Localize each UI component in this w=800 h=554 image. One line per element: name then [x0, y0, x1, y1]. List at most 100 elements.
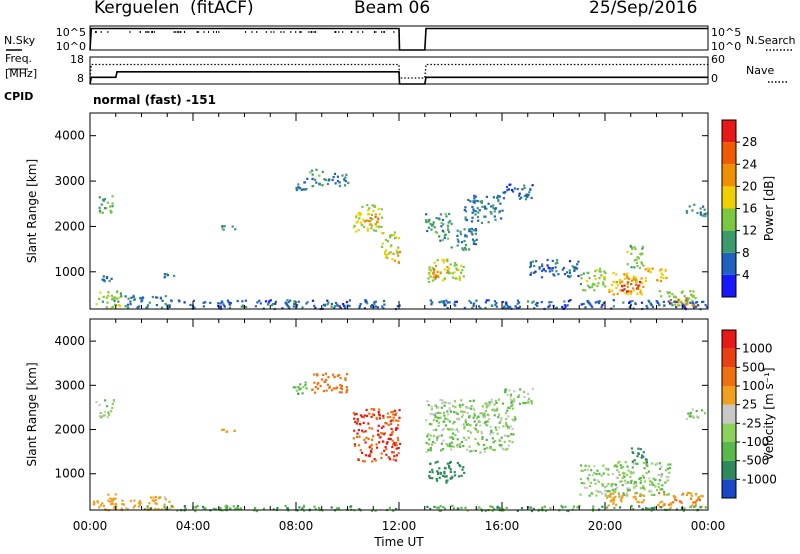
power-cell [684, 295, 686, 297]
velocity-cell [449, 436, 451, 438]
power-cell [459, 231, 461, 233]
velocity-cell [462, 404, 464, 406]
power-cell [627, 286, 629, 288]
power-cell [566, 271, 568, 273]
velocity-cell [660, 466, 662, 468]
velocity-cell [613, 501, 615, 503]
velocity-cell [524, 402, 526, 404]
velocity-cell [637, 455, 639, 457]
velocity-cell [614, 465, 616, 467]
power-cell [373, 229, 375, 231]
power-cell [457, 244, 459, 246]
velocity-cell [641, 454, 643, 456]
power-colorbar-segment [722, 253, 736, 275]
velocity-cell [602, 465, 604, 467]
velocity-cell [361, 452, 363, 454]
velocity-cell [450, 468, 452, 470]
velocity-cell [371, 460, 373, 462]
power-cell [702, 206, 704, 208]
power-cell [464, 228, 466, 230]
freq-left-tick-low: 8 [77, 72, 84, 85]
velocity-colorbar-segment [722, 479, 736, 498]
velocity-cell [500, 419, 502, 421]
velocity-cell [667, 493, 669, 495]
velocity-ytick-label: 1000 [54, 467, 85, 481]
velocity-cell [428, 475, 430, 477]
velocity-cell [690, 492, 692, 494]
velocity-cell [694, 505, 696, 507]
power-cell [446, 260, 448, 262]
velocity-cell [397, 420, 399, 422]
power-cell [660, 268, 662, 270]
velocity-cell [223, 429, 225, 431]
velocity-cell [627, 481, 629, 483]
velocity-cell [397, 424, 399, 426]
power-cell [397, 255, 399, 257]
velocity-cell [593, 479, 595, 481]
velocity-cell [497, 506, 499, 508]
velocity-cell [313, 506, 315, 508]
power-cell [203, 305, 205, 307]
velocity-cell [462, 445, 464, 447]
velocity-cell [440, 472, 442, 474]
velocity-cell [634, 496, 636, 498]
velocity-colorbar-segment [722, 367, 736, 386]
nave-label: Nave [746, 64, 774, 77]
velocity-cell [298, 506, 300, 508]
velocity-cell [475, 428, 477, 430]
power-cell [641, 248, 643, 250]
power-cell [484, 207, 486, 209]
velocity-cell [483, 444, 485, 446]
velocity-cell [635, 485, 637, 487]
power-cell [432, 224, 434, 226]
velocity-cell [458, 419, 460, 421]
velocity-cell [675, 499, 677, 501]
velocity-cell [109, 497, 111, 499]
power-cell [149, 302, 151, 304]
velocity-colorbar-segment [722, 386, 736, 405]
velocity-cell [640, 477, 642, 479]
velocity-cell [447, 413, 449, 415]
power-cell [647, 267, 649, 269]
velocity-cell [640, 448, 642, 450]
velocity-cell [346, 389, 348, 391]
velocity-cell [358, 436, 360, 438]
power-cell [700, 214, 702, 216]
velocity-cell [452, 433, 454, 435]
velocity-cell [375, 459, 377, 461]
power-cell [130, 303, 132, 305]
velocity-cell [495, 426, 497, 428]
power-cell [441, 301, 443, 303]
velocity-cell [601, 506, 603, 508]
velocity-cell [614, 496, 616, 498]
power-cell [622, 289, 624, 291]
power-cell [437, 271, 439, 273]
xtick-label: 04:00 [176, 519, 211, 533]
velocity-cell [354, 445, 356, 447]
velocity-cell [484, 415, 486, 417]
velocity-cell [379, 436, 381, 438]
velocity-cell [106, 405, 108, 407]
velocity-cell [668, 504, 670, 506]
velocity-cell [426, 506, 428, 508]
power-cell [107, 291, 109, 293]
power-cell [494, 208, 496, 210]
power-cell [599, 268, 601, 270]
power-cell [475, 300, 477, 302]
power-cell [613, 305, 615, 307]
power-cell [619, 279, 621, 281]
velocity-cell [454, 471, 456, 473]
power-cell [551, 269, 553, 271]
power-cell [490, 213, 492, 215]
power-cell [473, 243, 475, 245]
freq-right-tick-high: 60 [711, 53, 725, 66]
velocity-cell [593, 465, 595, 467]
velocity-cell [649, 480, 651, 482]
velocity-cell [502, 403, 504, 405]
velocity-cell [486, 439, 488, 441]
velocity-cell [353, 418, 355, 420]
power-cell [286, 299, 288, 301]
velocity-cell [451, 436, 453, 438]
power-cell [580, 283, 582, 285]
power-cell [164, 276, 166, 278]
